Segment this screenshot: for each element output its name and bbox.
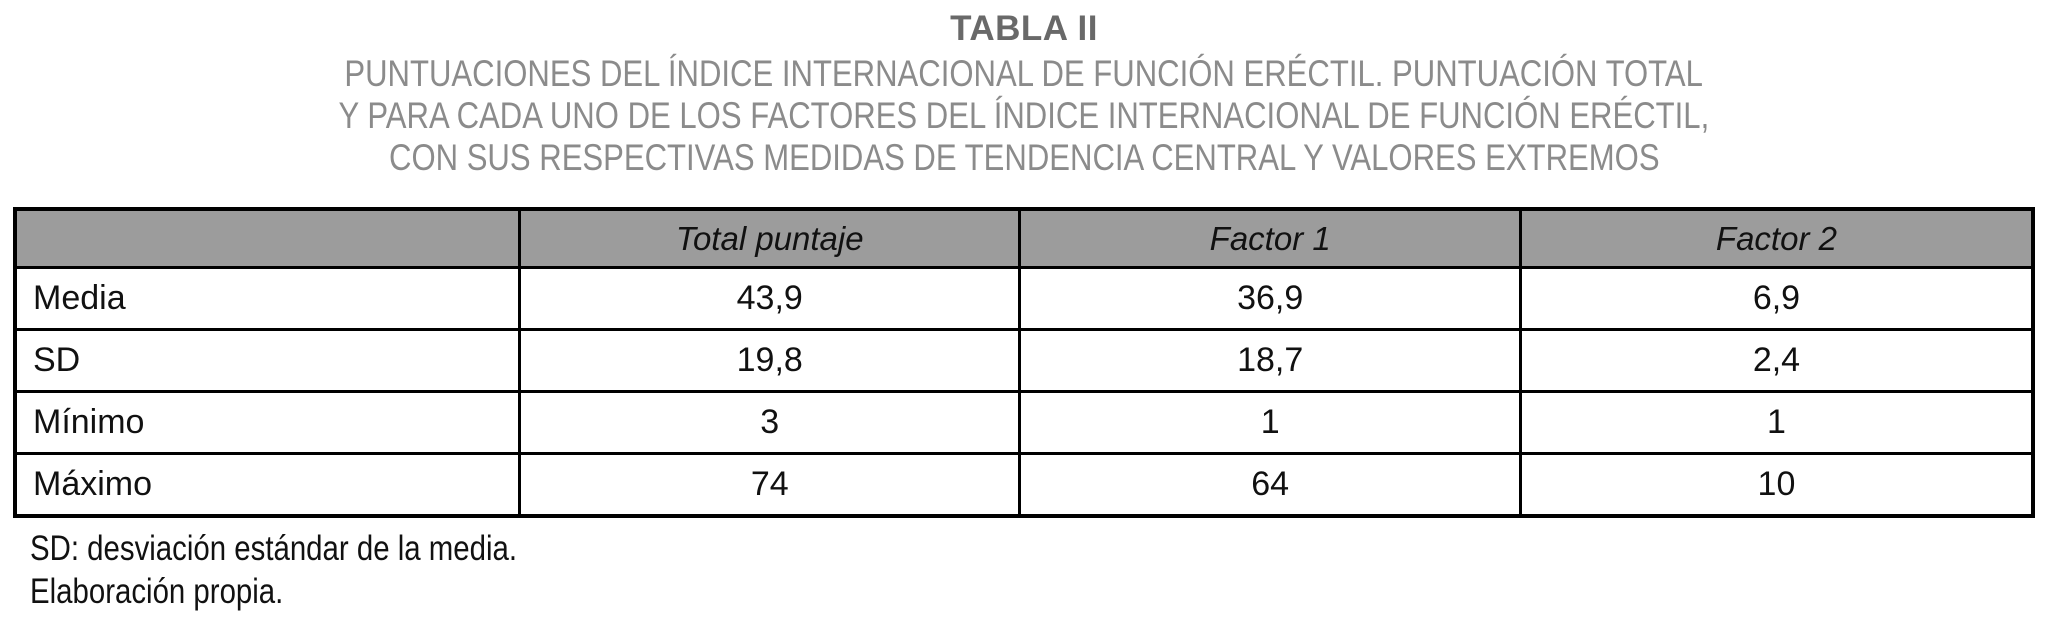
header-cell-total-puntaje: Total puntaje — [517, 207, 1022, 269]
footnote-line-sd: SD: desviación estándar de la media. — [30, 527, 2048, 570]
subtitle-line-1-text: PUNTUACIONES DEL ÍNDICE INTERNACIONAL DE… — [344, 53, 1704, 94]
subtitle-line-3-text: CON SUS RESPECTIVAS MEDIDAS DE TENDENCIA… — [388, 137, 1660, 178]
subtitle-line-2-text: Y PARA CADA UNO DE LOS FACTORES DEL ÍNDI… — [338, 95, 1710, 136]
cell-maximo-factor2: 10 — [1518, 452, 2035, 518]
cell-minimo-factor1: 1 — [1018, 390, 1522, 455]
cell-minimo-factor2: 1 — [1518, 390, 2035, 455]
table-subtitle: PUNTUACIONES DEL ÍNDICE INTERNACIONAL DE… — [0, 53, 2048, 179]
page-title: TABLA II — [950, 9, 1098, 48]
subtitle-line-1: PUNTUACIONES DEL ÍNDICE INTERNACIONAL DE… — [0, 53, 2048, 95]
footnote-elaboracion-text: Elaboración propia. — [30, 572, 284, 611]
row-label-maximo: Máximo — [13, 452, 521, 518]
subtitle-line-2: Y PARA CADA UNO DE LOS FACTORES DEL ÍNDI… — [0, 95, 2048, 137]
cell-sd-total: 19,8 — [517, 328, 1022, 393]
subtitle-line-3: CON SUS RESPECTIVAS MEDIDAS DE TENDENCIA… — [0, 137, 2048, 179]
cell-minimo-total: 3 — [517, 390, 1022, 455]
cell-sd-factor1: 18,7 — [1018, 328, 1522, 393]
row-label-media: Media — [13, 266, 521, 331]
table-row-minimo: Mínimo 3 1 1 — [13, 390, 2035, 455]
cell-maximo-total: 74 — [517, 452, 1022, 518]
table-footnotes: SD: desviación estándar de la media. Ela… — [30, 527, 2048, 613]
table-row-media: Media 43,9 36,9 6,9 — [13, 266, 2035, 331]
header-row: Total puntaje Factor 1 Factor 2 — [13, 207, 2035, 269]
row-label-minimo: Mínimo — [13, 390, 521, 455]
cell-media-factor1: 36,9 — [1018, 266, 1522, 331]
header-cell-factor-1: Factor 1 — [1018, 207, 1522, 269]
cell-media-factor2: 6,9 — [1518, 266, 2035, 331]
footnote-line-elaboracion: Elaboración propia. — [30, 570, 2048, 613]
header-cell-blank — [13, 207, 521, 269]
footnote-sd-text: SD: desviación estándar de la media. — [30, 529, 518, 568]
table-row-sd: SD 19,8 18,7 2,4 — [13, 328, 2035, 393]
cell-maximo-factor1: 64 — [1018, 452, 1522, 518]
cell-sd-factor2: 2,4 — [1518, 328, 2035, 393]
cell-media-total: 43,9 — [517, 266, 1022, 331]
header-cell-factor-2: Factor 2 — [1518, 207, 2035, 269]
table-row-maximo: Máximo 74 64 10 — [13, 452, 2035, 518]
row-label-sd: SD — [13, 328, 521, 393]
stats-table: Total puntaje Factor 1 Factor 2 Media 43… — [13, 207, 2035, 518]
